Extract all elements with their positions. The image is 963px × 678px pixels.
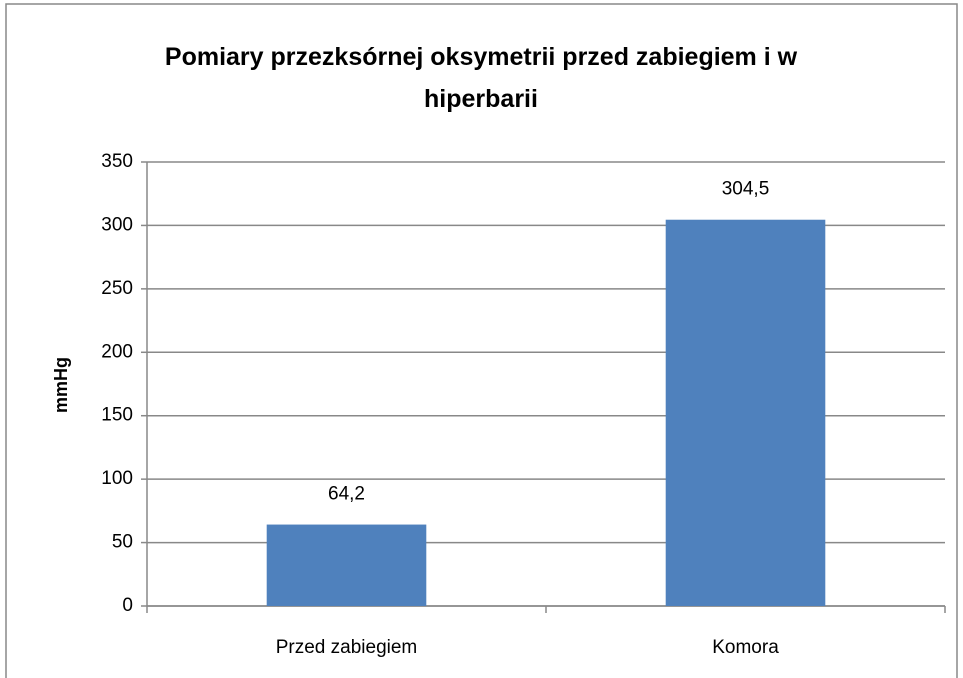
y-tick-label: 300 — [101, 214, 133, 235]
x-tick-label: Przed zabiegiem — [276, 637, 418, 658]
y-axis-label: mmHg — [51, 357, 71, 413]
y-tick-label: 50 — [112, 532, 133, 553]
y-tick-label: 150 — [101, 405, 133, 426]
data-label: 64,2 — [328, 484, 365, 505]
y-tick-label: 350 — [101, 151, 133, 172]
y-tick-label: 250 — [101, 278, 133, 299]
y-tick-label: 100 — [101, 468, 133, 489]
chart-title: Pomiary przezksórnej oksymetrii przed za… — [164, 43, 798, 113]
y-tick-label: 0 — [122, 595, 133, 616]
x-tick-label: Komora — [712, 637, 779, 658]
bar — [266, 524, 427, 606]
data-label: 304,5 — [722, 179, 770, 200]
bar — [665, 219, 826, 606]
y-tick-label: 200 — [101, 341, 133, 362]
